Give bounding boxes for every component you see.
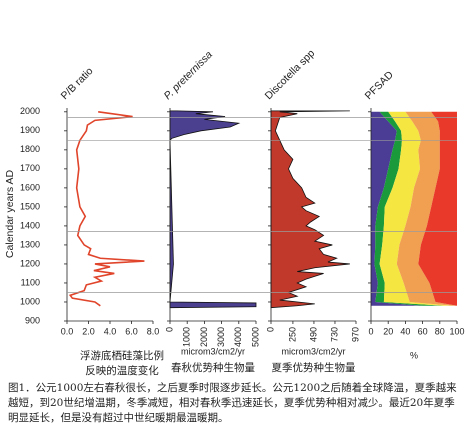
x-axis-label: microm3/cm2/yr xyxy=(181,346,245,356)
x-tick-label: 100 xyxy=(449,326,464,336)
panel-title: PFSAD xyxy=(363,69,397,103)
y-tick-label: 1300 xyxy=(20,239,40,249)
y-tick-label: 900 xyxy=(25,315,40,325)
x-tick-label: 4000 xyxy=(233,327,243,347)
panel-note: 夏季优势种生物量 xyxy=(272,361,356,374)
y-tick-label: 1000 xyxy=(20,296,40,306)
x-tick-label: 730 xyxy=(329,327,339,342)
y-tick-label: 1500 xyxy=(20,201,40,211)
x-tick-label: 970 xyxy=(350,327,360,342)
x-tick-label: 5000 xyxy=(250,327,260,347)
x-tick-label: 0 xyxy=(164,327,174,332)
x-tick-label: 0 xyxy=(265,327,275,332)
area xyxy=(270,110,350,309)
stack-area xyxy=(379,111,453,306)
x-tick-label: 2.0 xyxy=(82,326,95,336)
y-tick-label: 2000 xyxy=(20,106,40,116)
y-tick-label: 1400 xyxy=(20,220,40,230)
stack-area xyxy=(371,111,423,306)
x-tick-label: 6.0 xyxy=(125,326,138,336)
panel-note: 反映的温度变化 xyxy=(85,364,159,377)
x-axis-label: microm3/cm2/yr xyxy=(281,346,345,356)
y-axis-label: Calendar years AD xyxy=(4,170,16,259)
line xyxy=(68,111,145,307)
x-axis-label: % xyxy=(410,350,418,360)
y-tick-label: 1100 xyxy=(21,277,40,287)
panel-note: 浮游底栖硅藻比例 xyxy=(80,349,164,362)
stack-area xyxy=(374,111,445,306)
x-tick-label: 80 xyxy=(435,326,445,336)
x-tick-label: 3000 xyxy=(216,327,226,347)
x-tick-label: 1000 xyxy=(182,327,192,347)
stack-area xyxy=(396,111,457,306)
y-tick-label: 1600 xyxy=(20,182,40,192)
panel-title: Discotella spp xyxy=(263,47,318,102)
y-tick-label: 1200 xyxy=(20,258,40,268)
stack-area xyxy=(418,111,457,306)
caption: 图1．公元1000左右春秋很长，之后夏季时限逐步延长。公元1200之后随着全球降… xyxy=(8,382,457,424)
x-tick-label: 8.0 xyxy=(147,326,160,336)
x-tick-label: 20 xyxy=(383,326,393,336)
y-tick-label: 1800 xyxy=(20,144,40,154)
panel-title: P/B ratio xyxy=(59,65,96,102)
x-tick-label: 40 xyxy=(400,326,410,336)
y-tick-label: 1700 xyxy=(20,163,40,173)
x-tick-label: 4.0 xyxy=(104,326,117,336)
panel-note: 春秋优势种生物量 xyxy=(171,361,255,374)
x-tick-label: 0 xyxy=(368,326,373,336)
x-tick-label: 490 xyxy=(308,327,318,342)
panel-title: P. preternissa xyxy=(162,49,215,102)
figure: Calendar years AD 9001000110012001300140… xyxy=(4,47,465,377)
x-tick-label: 250 xyxy=(287,327,297,342)
x-tick-label: 0.0 xyxy=(61,326,74,336)
y-tick-label: 1900 xyxy=(20,125,40,135)
x-tick-label: 2000 xyxy=(199,327,209,347)
area xyxy=(169,110,257,309)
x-tick-label: 60 xyxy=(418,326,428,336)
